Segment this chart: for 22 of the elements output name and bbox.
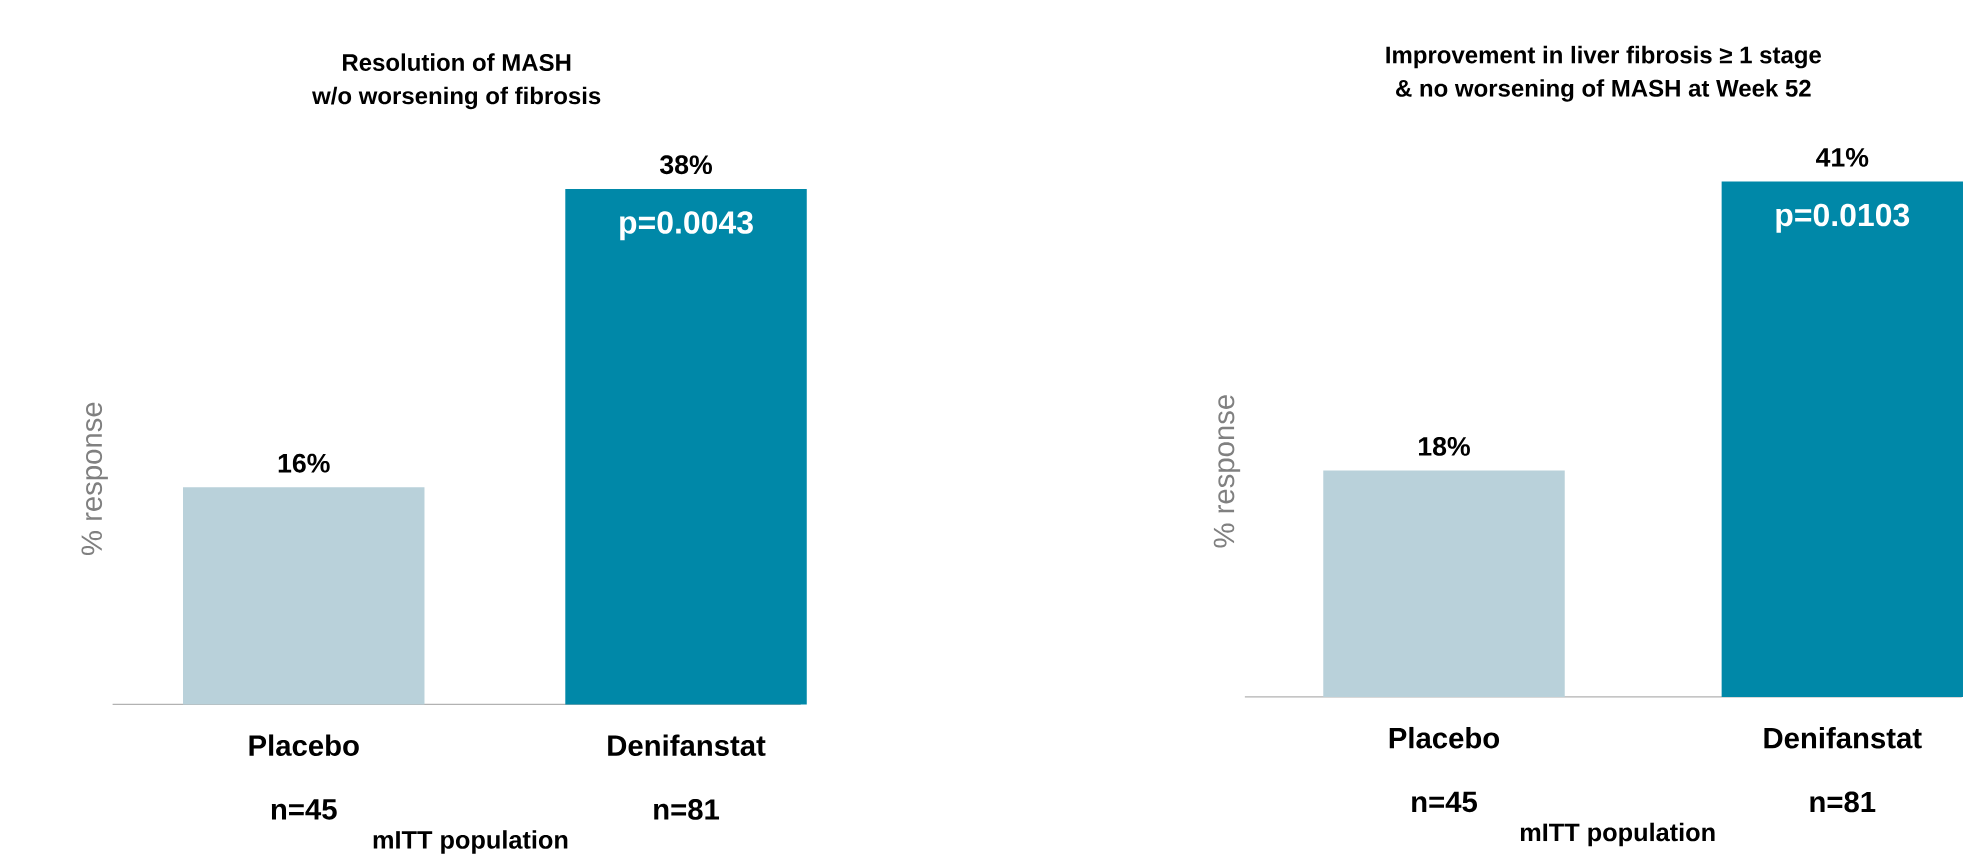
x-tick-label: Placebo (1389, 726, 1500, 749)
data-label: 41% (1816, 147, 1869, 167)
text: n=45 (271, 799, 337, 820)
data-label: 16% (278, 453, 330, 473)
x-tick-label: Denifanstat (1764, 726, 1922, 749)
text: mITT population (373, 830, 568, 854)
annotation: p=0.0043 (620, 211, 753, 240)
annotation: p=0.0103 (1776, 203, 1910, 233)
data-label: 38% (659, 155, 712, 175)
text: n=81 (654, 798, 720, 820)
y-axis-title: % response (81, 402, 108, 555)
x-tick-label: Denifanstat (608, 734, 766, 756)
chart-subtitle: w/o worsening of fibrosis (312, 86, 601, 110)
text: mITT population (1520, 822, 1715, 847)
text: n=45 (1412, 791, 1477, 813)
text: n=81 (1810, 791, 1876, 813)
x-tick-label: Placebo (249, 734, 359, 756)
y-axis-title: % response (1213, 394, 1241, 548)
chart-subtitle: & no worsening of MASH at Week 52 (1396, 79, 1811, 102)
chart-title: Resolution of MASH (343, 53, 571, 71)
data-label: 18% (1419, 436, 1470, 456)
chart-title: Improvement in liver fibrosis ≥ 1 stage (1386, 45, 1821, 69)
